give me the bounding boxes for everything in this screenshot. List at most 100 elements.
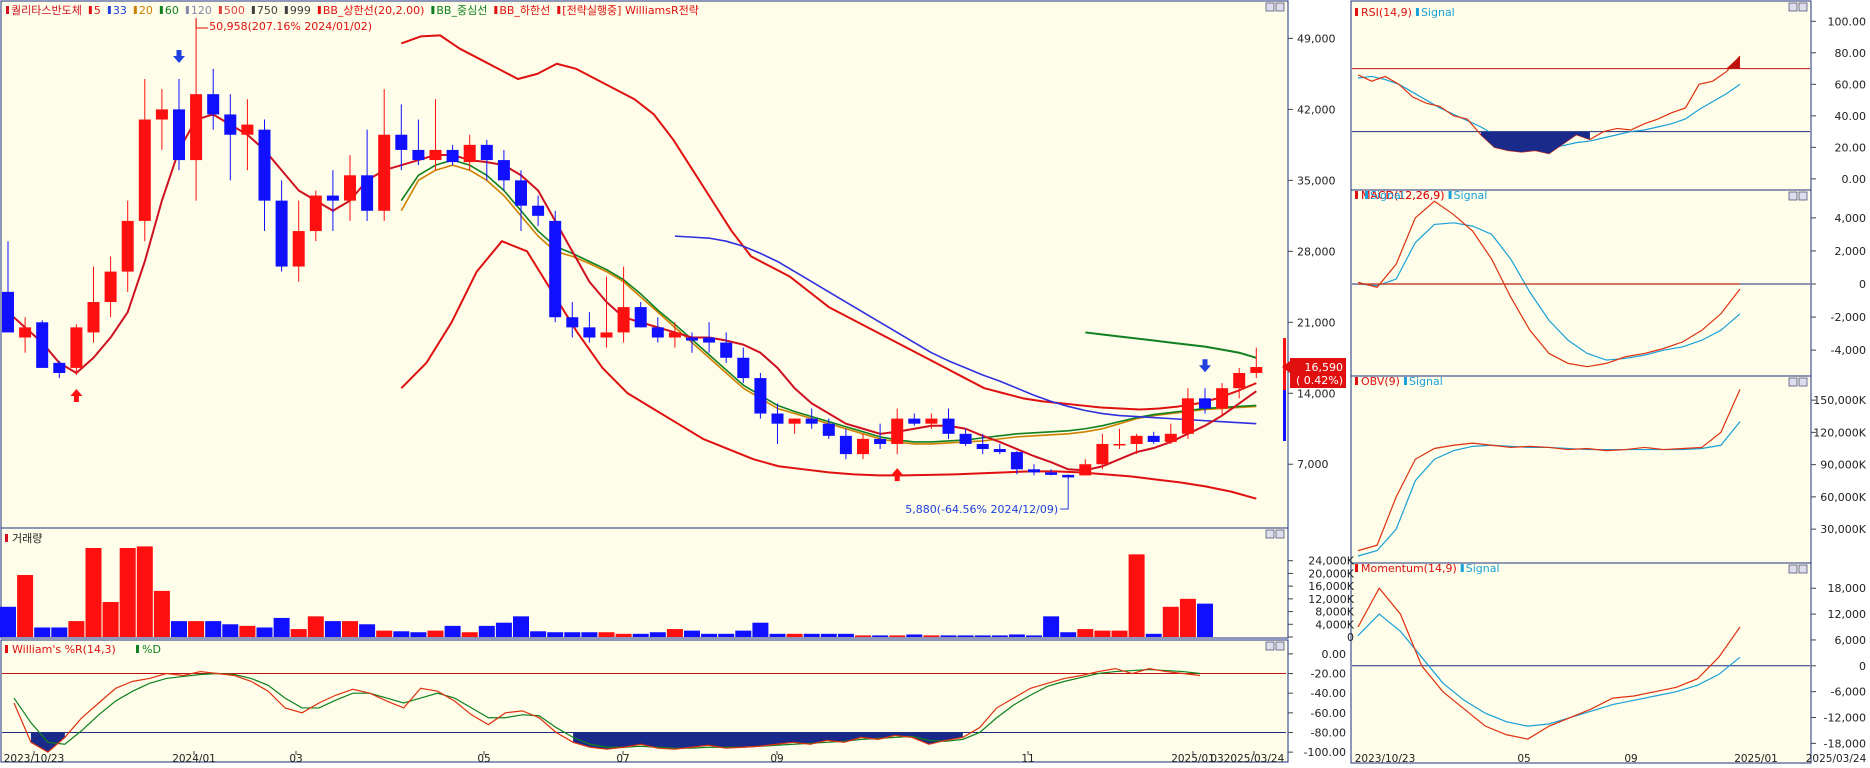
volume-y-tick-label: 4,000K (1315, 618, 1354, 631)
volume-bar (102, 602, 119, 637)
candle-body (53, 362, 66, 373)
candle-body (857, 438, 869, 455)
volume-bar (256, 627, 273, 637)
legend-item: BB_중심선 (436, 4, 487, 17)
volume-bar (820, 633, 837, 637)
candle-body (908, 418, 921, 424)
candle-body (275, 200, 288, 267)
candle-body (429, 149, 442, 161)
rsi-y-tick-label: 80.00 (1835, 47, 1867, 60)
panel-maximize-icon (1788, 191, 1798, 201)
volume-y-tick-label: 12,000K (1308, 593, 1354, 606)
ma120-line (1085, 331, 1257, 359)
williams-oversold-fill (573, 732, 963, 750)
momentum-panel-window-buttons (1788, 564, 1808, 574)
rsi-signal-marker (1415, 8, 1419, 16)
legend-marker (185, 6, 189, 14)
obv-y-tick-label: 90,000K (1820, 459, 1866, 472)
williams-title: William's %R(14,3) (12, 643, 116, 656)
williams-y-tick-label: -60.00 (1311, 707, 1346, 720)
candle-body (651, 327, 664, 338)
momentum-panel (1350, 562, 1812, 764)
current-price-label: 16,590 (1305, 361, 1344, 374)
panel-maximize-icon (1265, 641, 1275, 651)
price-range-bar-up (1283, 338, 1286, 390)
legend-marker (284, 6, 288, 14)
momentum-signal-marker (1460, 564, 1464, 572)
candle-body (1164, 433, 1177, 442)
candle-body (224, 114, 237, 135)
volume-bar (1111, 630, 1128, 637)
right-x-axis-label: 09 (1624, 753, 1637, 764)
candle-body (1233, 372, 1246, 389)
candle-body (446, 149, 459, 163)
momentum-y-tick-label: 18,000 (1828, 582, 1867, 595)
volume-bar (222, 624, 239, 637)
volume-bar (1197, 603, 1213, 637)
x-axis-label: 2024/01 (172, 753, 216, 764)
candle-body (703, 337, 716, 343)
legend-marker (159, 6, 163, 14)
candle-body (1199, 398, 1211, 409)
candle-body (1096, 443, 1109, 465)
candle-body (19, 327, 32, 338)
candle-body (1045, 472, 1058, 475)
x-axis-label: 03 (1210, 753, 1223, 764)
candle-body (959, 433, 972, 444)
candle-body (737, 357, 750, 379)
macd-y-tick-label: 4,000 (1835, 212, 1867, 225)
sell-signal-arrow (173, 49, 185, 63)
momentum-y-tick-label: 12,000 (1828, 608, 1867, 621)
volume-bar (1008, 634, 1025, 637)
obv-panel-window-buttons (1788, 377, 1808, 387)
volume-legend-marker (5, 534, 8, 542)
volume-bar (1162, 606, 1179, 637)
volume-bar (427, 630, 444, 637)
obv-y-tick-label: 60,000K (1820, 491, 1866, 504)
legend-item: 퀄리타스반도체 (11, 4, 82, 17)
candle-body (942, 418, 955, 434)
legend-item: BB_하한선 (499, 3, 550, 17)
legend-item: 999 (290, 4, 311, 17)
volume-bar (974, 635, 991, 637)
main-panel-window-buttons (1265, 2, 1285, 12)
volume-bar (359, 624, 376, 637)
bollinger-upper-line (400, 34, 1257, 411)
panel-close-icon (1798, 564, 1808, 574)
candle-body (754, 378, 767, 414)
candle-body (138, 119, 151, 221)
candle-body (292, 231, 305, 267)
volume-y-tick-label: 0 (1347, 631, 1354, 644)
volume-bar (461, 632, 478, 637)
candle-body (566, 317, 579, 328)
panel-close-icon (1798, 377, 1808, 387)
candle-body (532, 205, 545, 216)
candle-body (515, 180, 527, 206)
volume-bar (547, 632, 564, 637)
volume-bar (581, 632, 598, 637)
rsi-signal-label: Signal (1421, 6, 1455, 19)
volume-bar (1026, 635, 1042, 637)
macd-zero-title: MACD(12,26,9) (1361, 189, 1445, 202)
momentum-main-line (1357, 587, 1741, 740)
x-axis-label: 2023/10/23 (4, 753, 65, 764)
candle-body (412, 149, 425, 161)
candle-body (993, 449, 1006, 453)
volume-bar (119, 548, 136, 637)
obv-main-line (1357, 389, 1741, 552)
x-axis-label: 2025/01 (1171, 753, 1215, 764)
current-price-marker (1282, 361, 1290, 374)
main-y-tick-label: 28,000 (1297, 245, 1336, 258)
williams-y-tick-label: -20.00 (1311, 668, 1346, 681)
obv-signal-label: Signal (1409, 375, 1443, 388)
legend-item: BB_상한선(20,2.00) (323, 4, 425, 17)
candle-body (361, 175, 374, 211)
candle-body (87, 302, 100, 333)
macd-title: MACD(12,26,9) (1361, 189, 1445, 202)
candle-body (925, 418, 938, 424)
volume-bar (530, 631, 547, 637)
candle-body (822, 423, 835, 436)
williams-legend-marker (5, 645, 8, 653)
legend-marker (431, 6, 435, 14)
momentum-y-tick-label: -12,000 (1824, 712, 1866, 725)
